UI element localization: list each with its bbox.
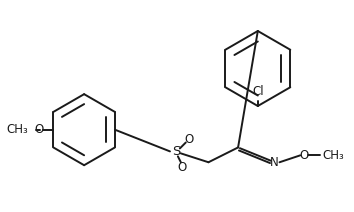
Text: O: O: [299, 149, 309, 162]
Text: Cl: Cl: [252, 85, 264, 98]
Text: N: N: [270, 156, 279, 169]
Text: CH₃: CH₃: [322, 149, 344, 162]
Text: S: S: [172, 145, 180, 158]
Text: O: O: [177, 161, 187, 174]
Text: O: O: [184, 133, 193, 146]
Text: O: O: [34, 123, 44, 136]
Text: CH₃: CH₃: [6, 123, 28, 136]
